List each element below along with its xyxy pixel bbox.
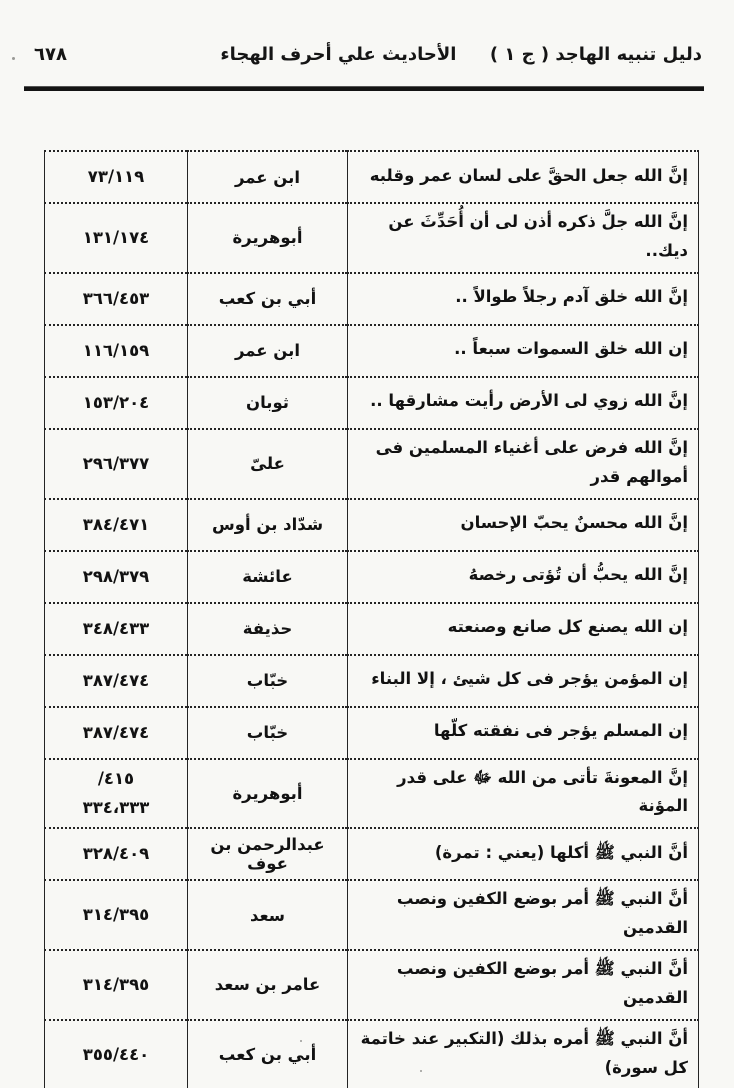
page-ref-cell: ٣٥٥/٤٤٠ bbox=[44, 1018, 188, 1088]
narrator-cell: خبّاب bbox=[187, 705, 348, 760]
page-ref-cell: ٣٨٤/٤٧١ bbox=[44, 497, 188, 552]
table-row: إنَّ الله محسنٌ يحبّ الإحسان شدّاد بن أو… bbox=[44, 497, 699, 552]
hadith-text-cell: إنَّ الله يحبُّ أن تُؤتى رخصهُ bbox=[347, 549, 699, 604]
page-ref-cell: ٣٢٨/٤٠٩ bbox=[44, 827, 188, 882]
section-title: الأحاديث علي أحرف الهجاء bbox=[220, 44, 457, 65]
hadith-text-cell: إن المسلم يؤجر فى نفقته كلّها bbox=[347, 705, 699, 760]
page-header: دليل تنبيه الهاجد ( ج ١ ) الأحاديث علي أ… bbox=[34, 44, 702, 65]
narrator-cell: أبي بن كعب bbox=[187, 1018, 348, 1088]
table-row: إن الله يصنع كل صانع وصنعته حذيفة ٣٤٨/٤٣… bbox=[44, 601, 699, 656]
narrator-cell: ابن عمر bbox=[187, 150, 348, 204]
table-row: إن الله خلق السموات سبعاً .. ابن عمر ١١٦… bbox=[44, 323, 699, 378]
page-ref-cell: ٢٩٦/٣٧٧ bbox=[44, 427, 188, 500]
page-ref-cell: ٣٦٦/٤٥٣ bbox=[44, 271, 188, 326]
table-row: إنَّ المعونةَ تأتى من الله ﷻ على قدر الم… bbox=[44, 757, 699, 830]
table-row: أنَّ النبي ﷺ أمر بوضع الكفين ونصب القدمي… bbox=[44, 949, 699, 1021]
hadith-text-cell: إن المؤمن يؤجر فى كل شيئ ، إلا البناء bbox=[347, 653, 699, 708]
hadith-text-cell: إن الله يصنع كل صانع وصنعته bbox=[347, 601, 699, 656]
page-number: ٦٧٨ bbox=[34, 44, 67, 65]
hadith-text-cell: أنَّ النبي ﷺ أمر بوضع الكفين ونصب القدمي… bbox=[347, 879, 699, 951]
page-ref-cell: ٢٩٨/٣٧٩ bbox=[44, 549, 188, 604]
narrator-cell: علىّ bbox=[187, 427, 348, 500]
hadith-text-cell: إنَّ الله زوي لى الأرض رأيت مشارقها .. bbox=[347, 375, 699, 430]
page-ref-cell: ٧٣/١١٩ bbox=[44, 150, 188, 204]
page-ref-cell: ١٣١/١٧٤ bbox=[44, 202, 188, 274]
table-row: أنَّ النبي ﷺ أمر بوضع الكفين ونصب القدمي… bbox=[44, 879, 699, 951]
narrator-cell: أبوهريرة bbox=[187, 757, 348, 830]
page-ref-cell: ٣١٤/٣٩٥ bbox=[44, 879, 188, 951]
page-ref-cell: ٣٤٨/٤٣٣ bbox=[44, 601, 188, 656]
table-row: أنَّ النبي ﷺ أمره بذلك (التكبير عند خاتم… bbox=[44, 1018, 699, 1088]
narrator-cell: شدّاد بن أوس bbox=[187, 497, 348, 552]
narrator-cell: سعد bbox=[187, 879, 348, 951]
hadith-text-cell: إنَّ الله خلق آدم رجلاً طوالاً .. bbox=[347, 271, 699, 326]
hadith-text-cell: إنَّ الله محسنٌ يحبّ الإحسان bbox=[347, 497, 699, 552]
narrator-cell: عبدالرحمن بن عوف bbox=[187, 827, 348, 882]
narrator-cell: ثوبان bbox=[187, 375, 348, 430]
table-row: إنَّ الله فرض على أغنياء المسلمين فى أمو… bbox=[44, 427, 699, 500]
hadith-text-cell: إنَّ الله جلَّ ذكره أذن لى أن أُحَدِّثَ … bbox=[347, 202, 699, 274]
narrator-cell: أبوهريرة bbox=[187, 202, 348, 274]
page-ref-cell: /٤١٥ ٣٣٤،٣٣٣ bbox=[44, 757, 188, 830]
narrator-cell: عامر بن سعد bbox=[187, 949, 348, 1021]
page-ref-cell: ٣٨٧/٤٧٤ bbox=[44, 653, 188, 708]
table-row: إن المؤمن يؤجر فى كل شيئ ، إلا البناء خب… bbox=[44, 653, 699, 708]
hadith-text-cell: إن الله خلق السموات سبعاً .. bbox=[347, 323, 699, 378]
hadith-text-cell: أنَّ النبي ﷺ أمره بذلك (التكبير عند خاتم… bbox=[347, 1018, 699, 1088]
table-row: إنَّ الله جلَّ ذكره أذن لى أن أُحَدِّثَ … bbox=[44, 202, 699, 274]
page-ref-cell: ٣١٤/٣٩٥ bbox=[44, 949, 188, 1021]
scan-speck bbox=[420, 1070, 422, 1072]
header-rule bbox=[24, 86, 704, 91]
hadith-text-cell: إنَّ الله فرض على أغنياء المسلمين فى أمو… bbox=[347, 427, 699, 500]
table-row: إنَّ الله زوي لى الأرض رأيت مشارقها .. ث… bbox=[44, 375, 699, 430]
hadith-text-cell: أنَّ النبي ﷺ أمر بوضع الكفين ونصب القدمي… bbox=[347, 949, 699, 1021]
hadith-index-table: إنَّ الله جعل الحقَّ على لسان عمر وقلبه … bbox=[44, 150, 699, 1088]
page-ref-cell: ٣٨٧/٤٧٤ bbox=[44, 705, 188, 760]
hadith-text-cell: إنَّ الله جعل الحقَّ على لسان عمر وقلبه bbox=[347, 150, 699, 204]
page-ref-cell: ١٥٣/٢٠٤ bbox=[44, 375, 188, 430]
table-row: إنَّ الله جعل الحقَّ على لسان عمر وقلبه … bbox=[44, 150, 699, 204]
scan-speck bbox=[12, 57, 15, 60]
narrator-cell: خبّاب bbox=[187, 653, 348, 708]
scan-speck bbox=[300, 1040, 302, 1042]
table-row: إن المسلم يؤجر فى نفقته كلّها خبّاب ٣٨٧/… bbox=[44, 705, 699, 760]
hadith-text-cell: إنَّ المعونةَ تأتى من الله ﷻ على قدر الم… bbox=[347, 757, 699, 830]
narrator-cell: أبي بن كعب bbox=[187, 271, 348, 326]
hadith-text-cell: أنَّ النبي ﷺ أكلها (يعني : تمرة) bbox=[347, 827, 699, 882]
narrator-cell: عائشة bbox=[187, 549, 348, 604]
narrator-cell: ابن عمر bbox=[187, 323, 348, 378]
book-title: دليل تنبيه الهاجد ( ج ١ ) bbox=[489, 44, 702, 65]
page-ref-cell: ١١٦/١٥٩ bbox=[44, 323, 188, 378]
table-row: إنَّ الله يحبُّ أن تُؤتى رخصهُ عائشة ٢٩٨… bbox=[44, 549, 699, 604]
table-row: إنَّ الله خلق آدم رجلاً طوالاً .. أبي بن… bbox=[44, 271, 699, 326]
narrator-cell: حذيفة bbox=[187, 601, 348, 656]
table-row: أنَّ النبي ﷺ أكلها (يعني : تمرة) عبدالرح… bbox=[44, 827, 699, 882]
